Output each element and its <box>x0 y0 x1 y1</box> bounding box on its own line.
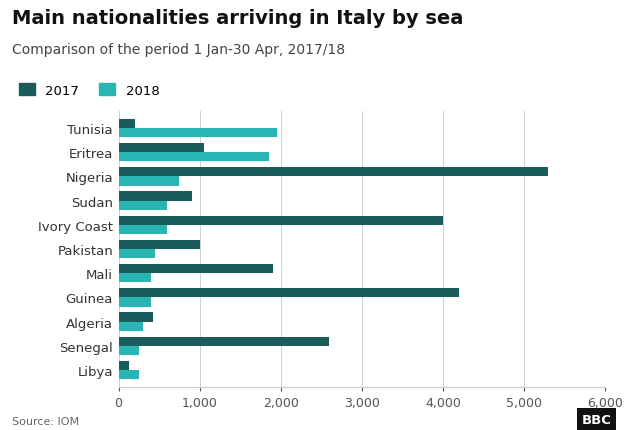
Bar <box>119 201 167 210</box>
Bar <box>119 225 167 234</box>
Bar <box>119 168 548 177</box>
Bar <box>119 153 268 162</box>
Bar <box>119 192 192 201</box>
Bar <box>119 346 139 355</box>
Text: Source: IOM: Source: IOM <box>12 416 80 426</box>
Bar <box>119 240 200 249</box>
Bar <box>119 120 135 129</box>
Legend: 2017, 2018: 2017, 2018 <box>19 84 159 97</box>
Bar <box>119 216 443 225</box>
Bar <box>119 313 153 322</box>
Bar <box>119 337 329 346</box>
Text: Main nationalities arriving in Italy by sea: Main nationalities arriving in Italy by … <box>12 9 464 28</box>
Bar <box>119 249 155 258</box>
Bar <box>119 264 273 273</box>
Bar <box>119 129 277 138</box>
Bar <box>119 289 459 298</box>
Bar <box>119 370 139 379</box>
Bar <box>119 322 143 331</box>
Text: BBC: BBC <box>582 413 612 426</box>
Bar <box>119 273 151 283</box>
Text: Comparison of the period 1 Jan-30 Apr, 2017/18: Comparison of the period 1 Jan-30 Apr, 2… <box>12 43 346 57</box>
Bar <box>119 144 203 153</box>
Bar <box>119 361 129 370</box>
Bar <box>119 298 151 307</box>
Bar <box>119 177 180 186</box>
